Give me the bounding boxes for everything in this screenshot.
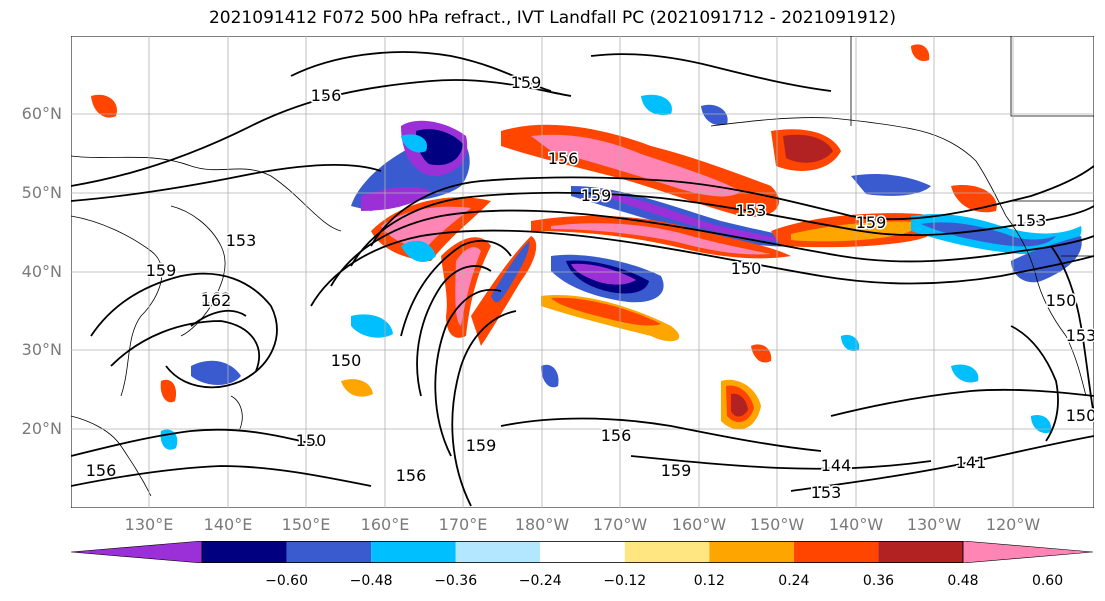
colorbar-tick-label: 0.60 bbox=[1031, 573, 1064, 589]
colorbar-segment bbox=[371, 541, 456, 563]
contour-label: 153 bbox=[811, 483, 842, 502]
contour-label: 153 bbox=[226, 231, 257, 250]
latitude-label: 50°N bbox=[21, 183, 62, 202]
colorbar-tick-label: −0.24 bbox=[518, 573, 562, 589]
contour-label: 141 bbox=[956, 453, 987, 472]
contour-label: 156 bbox=[311, 86, 342, 105]
contour-label: 153 bbox=[736, 201, 767, 220]
contour-label: 150 bbox=[331, 351, 362, 370]
contour-label: 162 bbox=[201, 289, 232, 308]
colorbar-segment bbox=[709, 541, 794, 563]
map-panel: 1561591561531591501591531621501501561591… bbox=[71, 36, 1094, 508]
colorbar-segment bbox=[286, 541, 372, 563]
shading-layer bbox=[91, 44, 1082, 450]
contour-label: 159 bbox=[661, 461, 692, 480]
latitude-label: 40°N bbox=[21, 262, 62, 281]
longitude-label: 160°E bbox=[360, 515, 410, 534]
colorbar-segment bbox=[202, 541, 287, 563]
contour-label: 156 bbox=[396, 466, 427, 485]
colorbar-tick-label: 0.48 bbox=[947, 573, 979, 589]
longitude-label: 130°E bbox=[124, 515, 174, 534]
colorbar bbox=[71, 541, 1094, 563]
contour-label: 150 bbox=[1066, 406, 1094, 425]
colorbar-segment bbox=[455, 541, 541, 563]
contour-label-layer: 1561591561531591501591531621501501561591… bbox=[84, 72, 1094, 504]
latitude-label: 30°N bbox=[21, 340, 62, 359]
colorbar-outline bbox=[201, 541, 964, 563]
colorbar-tick-label: −0.60 bbox=[265, 573, 308, 589]
longitude-label: 180°W bbox=[514, 515, 570, 534]
contour-label: 150 bbox=[731, 259, 762, 278]
contour-label: 156 bbox=[601, 426, 632, 445]
colorbar-tick-label: −0.36 bbox=[434, 573, 478, 589]
contour-label: 144 bbox=[821, 456, 852, 475]
contour-label: 150 bbox=[296, 431, 327, 450]
gridlines bbox=[71, 36, 1094, 508]
contour-label: 156 bbox=[86, 461, 117, 480]
contour-label: 153 bbox=[1066, 326, 1094, 345]
contour-label: 159 bbox=[466, 436, 497, 455]
colorbar-segment bbox=[793, 541, 879, 563]
colorbar-segment bbox=[540, 541, 625, 563]
colorbar-tick-label: 0.12 bbox=[693, 573, 725, 589]
contour-label: 150 bbox=[1046, 291, 1077, 310]
longitude-label: 120°W bbox=[985, 515, 1041, 534]
longitude-label: 130°W bbox=[906, 515, 962, 534]
colorbar-extend-max bbox=[962, 541, 1094, 563]
longitude-label: 170°W bbox=[592, 515, 648, 534]
colorbar-tick-label: 0.36 bbox=[862, 573, 895, 589]
colorbar-tick-label: −0.48 bbox=[349, 573, 393, 589]
colorbar-segment bbox=[878, 541, 963, 563]
colorbar-segment bbox=[624, 541, 710, 563]
latitude-label: 20°N bbox=[21, 419, 62, 438]
contour-layer bbox=[71, 51, 1094, 507]
contour-label: 159 bbox=[581, 186, 612, 205]
contour-label: 159 bbox=[146, 261, 177, 280]
longitude-label: 160°W bbox=[671, 515, 727, 534]
longitude-label: 170°E bbox=[438, 515, 488, 534]
colorbar-extend-min bbox=[71, 541, 203, 563]
colorbar-tick-label: −0.12 bbox=[603, 573, 647, 589]
colorbar-tick-label: 0.24 bbox=[778, 573, 810, 589]
contour-label: 156 bbox=[548, 149, 579, 168]
contour-label: 162 bbox=[201, 291, 232, 310]
contour-label: 159 bbox=[511, 73, 542, 92]
contour-label: 153 bbox=[1016, 211, 1047, 230]
longitude-label: 140°E bbox=[203, 515, 253, 534]
latitude-label: 60°N bbox=[21, 104, 62, 123]
longitude-label: 150°E bbox=[281, 515, 331, 534]
longitude-label: 150°W bbox=[749, 515, 805, 534]
longitude-label: 140°W bbox=[828, 515, 884, 534]
contour-label: 159 bbox=[856, 213, 887, 232]
map-title: 2021091412 F072 500 hPa refract., IVT La… bbox=[208, 8, 896, 28]
